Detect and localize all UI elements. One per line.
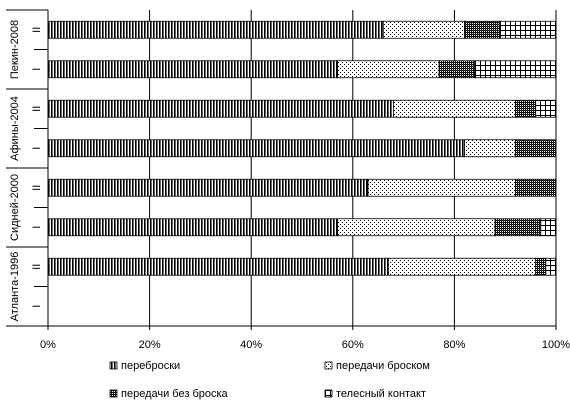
bar-segment [47,257,389,276]
bar-segment [337,60,440,79]
bar-segment [387,257,537,276]
bar-segment [464,20,501,39]
group-label: Атланта-1996 [9,252,21,322]
bar-segment [47,60,338,79]
bar-segment [514,99,537,118]
bar-segment [47,139,465,158]
row-label: II [31,27,43,33]
legend-swatch [324,361,333,370]
legend-label: передачи броском [336,360,430,372]
bar-segment [47,178,369,197]
row-label: I [31,68,43,71]
bar-segment [535,257,547,276]
bar-segment [545,257,557,276]
x-tick-label: 60% [342,339,364,351]
legend-swatch [324,389,333,398]
bar-segment [382,20,465,39]
row-label: II [31,264,43,270]
legend-label: передачи без броска [121,388,229,400]
row-label: I [31,226,43,229]
bar-segment [337,218,496,237]
axes-layer [6,9,557,330]
group-label: Сидней-2000 [9,174,21,241]
gridlines [149,10,557,326]
x-tick-label: 40% [240,339,262,351]
bar-segment [47,218,338,237]
bar-segment [474,60,557,79]
row-label: II [31,185,43,191]
bar-segment [535,99,557,118]
legend-swatch [109,361,118,370]
row-label: I [31,305,43,308]
group-label: Афины-2004 [9,96,21,161]
bar-segment [367,178,516,197]
bar-segment [438,60,476,79]
bars-layer [47,20,557,276]
group-label: Пекин-2008 [9,20,21,79]
bar-segment [47,20,384,39]
legend-label: телесный контакт [336,388,426,400]
legend-label: переброски [121,360,180,372]
bar-segment [393,99,516,118]
x-tick-label: 100% [542,339,570,351]
x-tick-label: 0% [40,339,56,351]
x-tick-label: 20% [139,339,161,351]
bar-segment [514,139,557,158]
x-tick-label: 80% [443,339,465,351]
bar-segment [47,99,394,118]
legend-swatch [109,389,118,398]
bar-segment [464,139,516,158]
bar-segment [494,218,542,237]
legend: переброски передачи броском передачи без б… [109,360,430,400]
row-label: I [31,147,43,150]
bar-segment [514,178,557,197]
bar-segment [499,20,557,39]
x-tick-labels: 0% 20% 40% 60% 80% 100% [40,339,570,351]
bar-segment [540,218,557,237]
row-label: II [31,106,43,112]
